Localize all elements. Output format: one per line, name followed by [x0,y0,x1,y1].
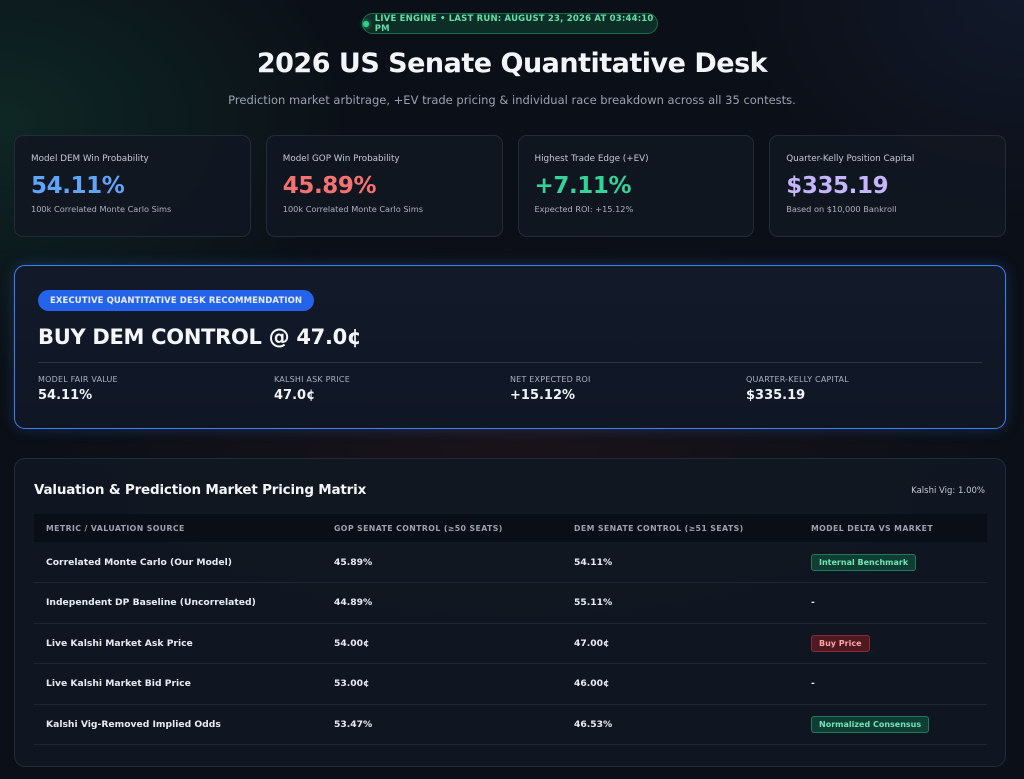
kpi-value: $335.19 [786,173,889,199]
delta-cell: Normalized Consensus [799,704,987,745]
table-row: Live Kalshi Market Ask Price 54.00¢ 47.0… [34,623,987,664]
page-subtitle: Prediction market arbitrage, +EV trade p… [228,93,796,107]
column-header: MODEL DELTA VS MARKET [799,514,987,542]
kpi-label: Model GOP Win Probability [282,154,400,164]
table-row: Kalshi Vig-Removed Implied Odds 53.47% 4… [34,704,987,745]
gop-cell: 45.89% [322,542,562,583]
kpi-label: Highest Trade Edge (+EV) [534,154,649,164]
table-row: Live Kalshi Market Bid Price 53.00¢ 46.0… [34,663,987,705]
source-cell: Correlated Monte Carlo (Our Model) [34,542,322,583]
pricing-matrix-table: METRIC / VALUATION SOURCE GOP SENATE CON… [34,514,987,745]
kpi-subtext: 100k Correlated Monte Carlo Sims [31,204,172,214]
kpi-label: Quarter-Kelly Position Capital [786,154,915,164]
metric-label: QUARTER-KELLY CAPITAL [746,375,849,384]
gop-cell: 44.89% [322,582,562,624]
recommendation-metrics: MODEL FAIR VALUE 54.11% KALSHI ASK PRICE… [38,375,982,403]
delta-cell: Buy Price [799,623,987,664]
gop-cell: 54.00¢ [322,623,562,664]
matrix-title: Valuation & Prediction Market Pricing Ma… [34,482,367,498]
kpi-card-gop-probability: Model GOP Win Probability 45.89% 100k Co… [265,135,503,237]
gop-cell: 53.00¢ [322,663,562,705]
kpi-value: 45.89% [282,173,377,199]
delta-cell: Internal Benchmark [799,542,987,583]
normalized-consensus-tag: Normalized Consensus [811,715,930,733]
dem-cell: 46.00¢ [562,663,799,705]
column-header: GOP SENATE CONTROL (≥50 SEATS) [322,514,562,542]
kalshi-vig-label: Kalshi Vig: 1.00% [911,486,985,496]
kpi-card-kelly-capital: Quarter-Kelly Position Capital $335.19 B… [769,135,1006,237]
dem-cell: 47.00¢ [562,623,799,664]
kpi-row: Model DEM Win Probability 54.11% 100k Co… [14,135,1006,237]
kpi-card-dem-probability: Model DEM Win Probability 54.11% 100k Co… [14,135,251,237]
table-row: Correlated Monte Carlo (Our Model) 45.89… [34,542,987,583]
source-cell: Independent DP Baseline (Uncorrelated) [34,582,322,624]
recommendation-badge: EXECUTIVE QUANTITATIVE DESK RECOMMENDATI… [38,290,315,311]
source-cell: Live Kalshi Market Bid Price [34,663,322,705]
table-header-row: METRIC / VALUATION SOURCE GOP SENATE CON… [34,514,987,542]
live-status-dot-icon [363,20,369,27]
kpi-value: +7.11% [534,173,632,199]
gop-cell: 53.47% [322,704,562,745]
delta-cell: - [799,663,987,705]
metric-value: 54.11% [38,388,93,403]
pricing-matrix-panel: Valuation & Prediction Market Pricing Ma… [14,458,1006,767]
metric-expected-roi: NET EXPECTED ROI +15.12% [510,375,746,403]
kpi-subtext: Based on $10,000 Bankroll [786,204,897,214]
metric-kelly-capital: QUARTER-KELLY CAPITAL $335.19 [746,375,982,403]
divider [38,362,982,363]
column-header: DEM SENATE CONTROL (≥51 SEATS) [562,514,799,542]
kpi-subtext: Expected ROI: +15.12% [534,204,634,214]
dem-cell: 46.53% [562,704,799,745]
dem-cell: 54.11% [562,542,799,583]
page-title: 2026 US Senate Quantitative Desk [256,48,768,79]
metric-ask-price: KALSHI ASK PRICE 47.0¢ [274,375,510,403]
kpi-value: 54.11% [31,173,125,199]
status-text: LIVE ENGINE • LAST RUN: AUGUST 23, 2026 … [374,13,654,34]
kpi-label: Model DEM Win Probability [31,154,149,164]
metric-value: +15.12% [510,388,576,403]
kpi-card-trade-edge: Highest Trade Edge (+EV) +7.11% Expected… [517,135,755,237]
metric-fair-value: MODEL FAIR VALUE 54.11% [38,375,274,403]
recommendation-panel: EXECUTIVE QUANTITATIVE DESK RECOMMENDATI… [14,265,1006,429]
metric-label: KALSHI ASK PRICE [274,375,350,384]
kpi-subtext: 100k Correlated Monte Carlo Sims [282,204,424,214]
recommendation-headline: BUY DEM CONTROL @ 47.0¢ [38,325,362,349]
column-header: METRIC / VALUATION SOURCE [34,514,322,542]
dem-cell: 55.11% [562,582,799,624]
source-cell: Kalshi Vig-Removed Implied Odds [34,704,322,745]
metric-value: $335.19 [746,388,806,403]
buy-price-tag: Buy Price [811,634,870,652]
delta-cell: - [799,582,987,624]
source-cell: Live Kalshi Market Ask Price [34,623,322,664]
live-engine-status-pill: LIVE ENGINE • LAST RUN: AUGUST 23, 2026 … [362,13,658,34]
metric-label: MODEL FAIR VALUE [38,375,118,384]
internal-benchmark-tag: Internal Benchmark [811,553,917,571]
metric-value: 47.0¢ [274,388,316,403]
table-row: Independent DP Baseline (Uncorrelated) 4… [34,582,987,624]
metric-label: NET EXPECTED ROI [510,375,591,384]
